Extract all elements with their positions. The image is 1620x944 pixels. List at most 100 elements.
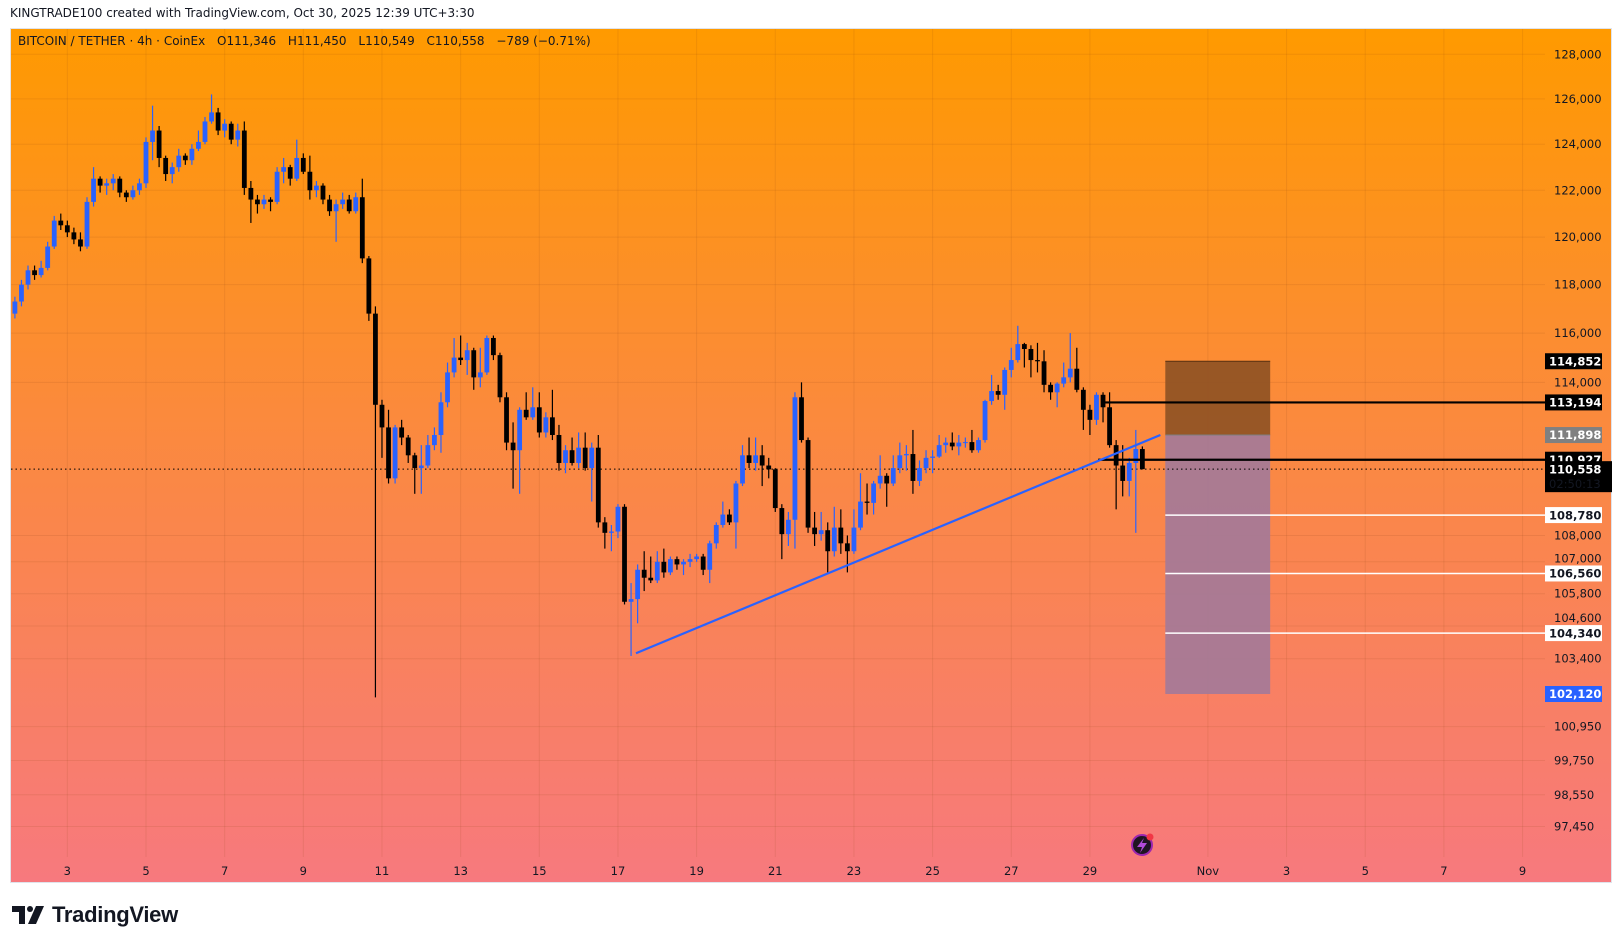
candle[interactable] xyxy=(51,215,57,249)
candle[interactable] xyxy=(510,422,516,489)
candle[interactable] xyxy=(897,442,903,474)
candle[interactable] xyxy=(340,192,346,209)
candle[interactable] xyxy=(425,434,431,469)
candle[interactable] xyxy=(720,501,726,528)
candle[interactable] xyxy=(399,419,405,446)
candle[interactable] xyxy=(1067,333,1073,383)
candle[interactable] xyxy=(595,434,601,528)
candle[interactable] xyxy=(733,480,739,549)
candle[interactable] xyxy=(622,504,627,605)
candle[interactable] xyxy=(451,337,457,378)
candle[interactable] xyxy=(884,473,890,507)
candle[interactable] xyxy=(871,480,877,515)
candle[interactable] xyxy=(864,483,870,515)
legend-interval[interactable]: 4h xyxy=(137,34,153,48)
time-axis[interactable]: 3 5 7 9 11 13 15 17 19 21 23 25 27 29 Nov 3 5 7 9 xyxy=(64,864,1527,878)
candle[interactable] xyxy=(635,564,641,624)
candle[interactable] xyxy=(25,265,31,290)
candle[interactable] xyxy=(949,432,955,451)
candle[interactable] xyxy=(1021,342,1027,368)
candle[interactable] xyxy=(359,178,365,264)
candle[interactable] xyxy=(346,194,352,214)
candle[interactable] xyxy=(1107,392,1112,448)
candle[interactable] xyxy=(569,437,575,466)
candle[interactable] xyxy=(418,445,424,494)
candle[interactable] xyxy=(241,121,247,195)
candle[interactable] xyxy=(209,94,214,124)
candle[interactable] xyxy=(530,387,536,420)
candle[interactable] xyxy=(628,583,634,656)
trendline[interactable] xyxy=(635,433,1161,655)
candle[interactable] xyxy=(694,553,700,562)
candle[interactable] xyxy=(300,153,306,175)
candle[interactable] xyxy=(917,460,922,487)
candle[interactable] xyxy=(753,437,759,471)
candle[interactable] xyxy=(838,509,844,554)
candle[interactable] xyxy=(759,445,765,487)
candle[interactable] xyxy=(890,455,896,487)
candle[interactable] xyxy=(582,432,588,471)
candle[interactable] xyxy=(255,194,260,214)
candle[interactable] xyxy=(1041,350,1047,393)
candle[interactable] xyxy=(1015,325,1021,363)
candle[interactable] xyxy=(143,137,149,188)
candle[interactable] xyxy=(353,192,359,214)
candle[interactable] xyxy=(268,197,273,212)
candle[interactable] xyxy=(458,335,464,365)
candle[interactable] xyxy=(858,473,863,531)
candle[interactable] xyxy=(58,213,64,231)
candle[interactable] xyxy=(523,392,529,420)
candle[interactable] xyxy=(654,551,660,584)
candle[interactable] xyxy=(543,412,549,438)
candle[interactable] xyxy=(307,155,313,200)
candle[interactable] xyxy=(484,335,490,375)
candle[interactable] xyxy=(930,450,935,474)
candle[interactable] xyxy=(1028,345,1034,378)
candle[interactable] xyxy=(1126,457,1132,497)
candle[interactable] xyxy=(117,176,123,198)
candle[interactable] xyxy=(995,384,1001,400)
candle[interactable] xyxy=(969,429,975,453)
candle[interactable] xyxy=(609,524,614,552)
candle[interactable] xyxy=(471,347,477,390)
candle[interactable] xyxy=(386,409,391,484)
candle[interactable] xyxy=(1100,392,1106,423)
candle[interactable] xyxy=(851,509,857,554)
candle[interactable] xyxy=(713,522,719,549)
candle[interactable] xyxy=(550,389,555,441)
candle[interactable] xyxy=(687,553,693,568)
candle[interactable] xyxy=(1054,382,1060,408)
candle[interactable] xyxy=(779,504,785,560)
candle[interactable] xyxy=(1087,404,1093,435)
short-position-target-zone[interactable] xyxy=(1165,435,1271,694)
candle[interactable] xyxy=(962,437,968,448)
candle[interactable] xyxy=(281,157,287,184)
price-axis[interactable]: 128,000 126,000 124,000 122,000 120,000 118,0… xyxy=(1545,47,1612,834)
candle[interactable] xyxy=(910,429,916,494)
candle[interactable] xyxy=(64,220,70,238)
candle[interactable] xyxy=(123,190,129,202)
candle[interactable] xyxy=(45,241,51,271)
candle[interactable] xyxy=(379,399,385,458)
candle[interactable] xyxy=(517,407,523,494)
candle[interactable] xyxy=(740,445,745,487)
candle[interactable] xyxy=(903,445,909,471)
candle[interactable] xyxy=(169,162,175,184)
candle[interactable] xyxy=(333,199,339,242)
candle[interactable] xyxy=(366,256,372,321)
candle[interactable] xyxy=(1113,440,1119,510)
candle[interactable] xyxy=(589,442,595,502)
candle[interactable] xyxy=(373,306,378,698)
candle[interactable] xyxy=(772,468,778,512)
candle[interactable] xyxy=(936,434,942,458)
candle[interactable] xyxy=(327,194,332,216)
candle[interactable] xyxy=(805,437,811,533)
candle[interactable] xyxy=(196,130,201,152)
candle[interactable] xyxy=(602,517,608,549)
candle[interactable] xyxy=(491,335,496,361)
candle[interactable] xyxy=(19,279,24,307)
candle[interactable] xyxy=(432,427,437,451)
candle[interactable] xyxy=(163,155,169,181)
candle[interactable] xyxy=(294,139,300,181)
